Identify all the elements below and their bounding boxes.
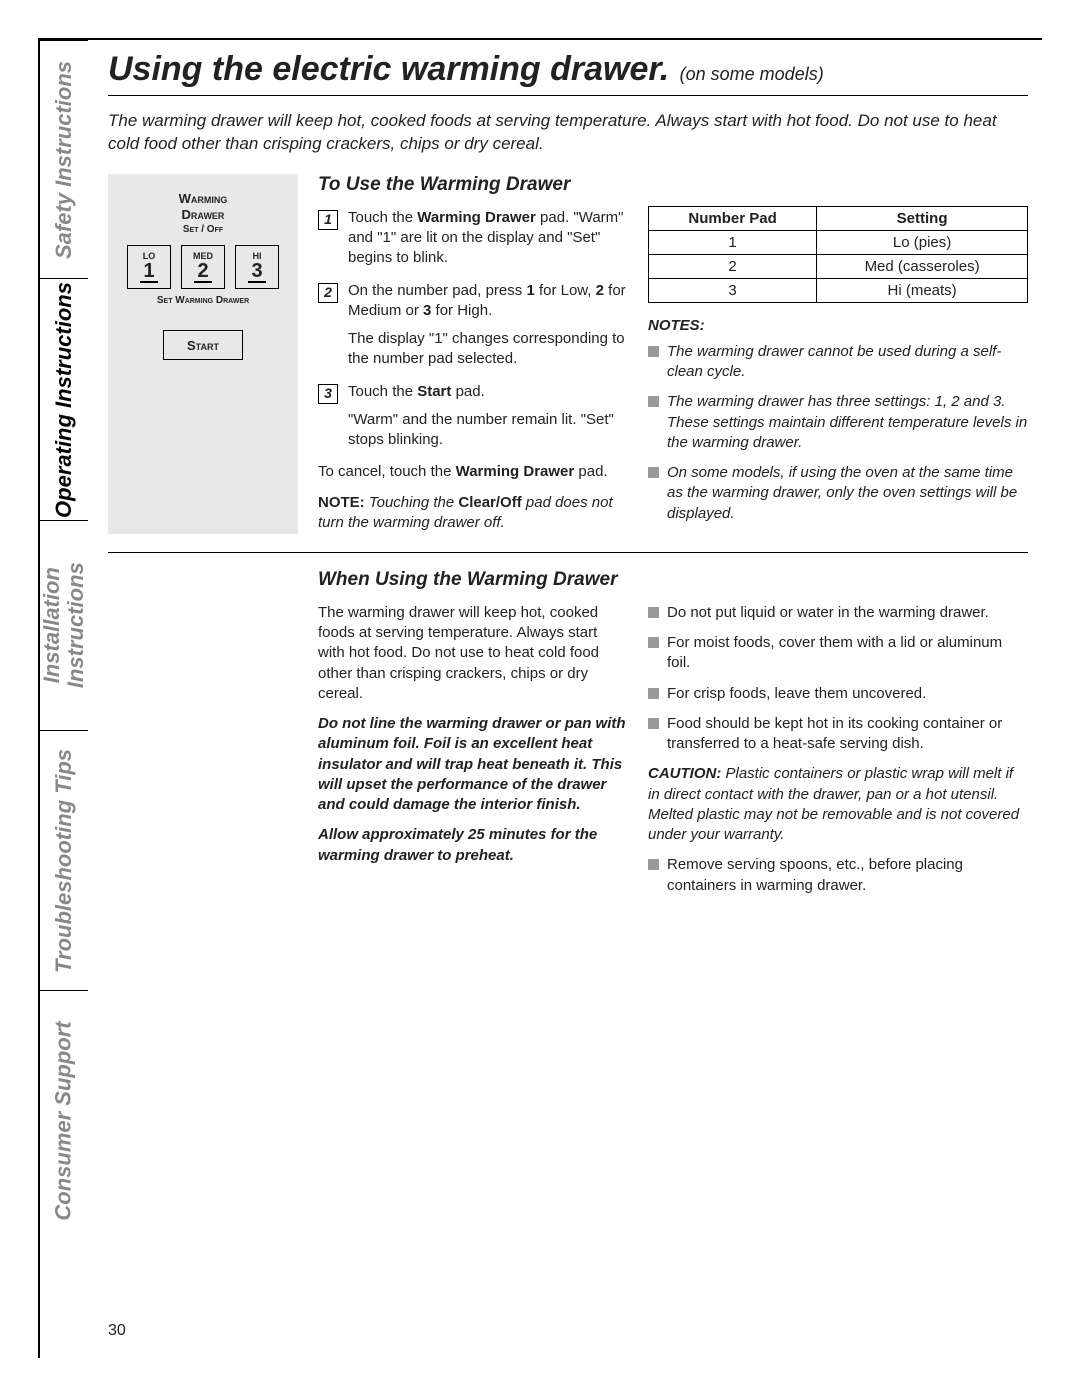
cp-start-button: Start bbox=[163, 330, 243, 360]
cp-number-button: HI3 bbox=[235, 245, 279, 289]
sidebar-tab-label: Safety Instructions bbox=[51, 60, 77, 258]
sidebar-tab[interactable]: Safety Instructions bbox=[40, 40, 88, 278]
cp-btn-number: 3 bbox=[248, 261, 265, 283]
bullet-text: Do not put liquid or water in the warmin… bbox=[667, 603, 989, 623]
sidebar-tab[interactable]: Troubleshooting Tips bbox=[40, 730, 88, 990]
bullet-square-icon bbox=[648, 859, 659, 870]
note-item: The warming drawer cannot be used during… bbox=[648, 342, 1028, 383]
bullet-item: Remove serving spoons, etc., before plac… bbox=[648, 855, 1028, 896]
bullet-square-icon bbox=[648, 607, 659, 618]
bullet-square-icon bbox=[648, 467, 659, 478]
sidebar-tab-label: Operating Instructions bbox=[51, 282, 77, 518]
note-item: On some models, if using the oven at the… bbox=[648, 463, 1028, 524]
lower-right-col: Do not put liquid or water in the warmin… bbox=[648, 569, 1028, 906]
bullet-item: For crisp foods, leave them uncovered. bbox=[648, 684, 1028, 704]
notes-list: The warming drawer cannot be used during… bbox=[648, 342, 1028, 524]
section-divider bbox=[108, 552, 1028, 553]
bullet-text: For crisp foods, leave them uncovered. bbox=[667, 684, 926, 704]
lower-left-col: When Using the Warming Drawer The warmin… bbox=[318, 569, 628, 906]
content-area: Using the electric warming drawer. (on s… bbox=[108, 50, 1028, 906]
sidebar-tab-label: InstallationInstructions bbox=[40, 563, 88, 689]
sidebar-tab-label: Consumer Support bbox=[51, 1021, 77, 1220]
lower-spacer bbox=[108, 569, 298, 906]
sidebar-tab[interactable]: Consumer Support bbox=[40, 990, 88, 1250]
note-text: The warming drawer cannot be used during… bbox=[667, 342, 1028, 383]
cancel-line: To cancel, touch the Warming Drawer pad. bbox=[318, 462, 628, 482]
upper-grid: Warming Drawer Set / Off LO1MED2HI3 Set … bbox=[108, 174, 1028, 534]
step: 3 Touch the Start pad."Warm" and the numb… bbox=[318, 382, 628, 451]
control-panel-illustration: Warming Drawer Set / Off LO1MED2HI3 Set … bbox=[108, 174, 298, 534]
bullet-item: For moist foods, cover them with a lid o… bbox=[648, 633, 1028, 674]
step: 1 Touch the Warming Drawer pad. "Warm" an… bbox=[318, 208, 628, 269]
sidebar-tab-label: Troubleshooting Tips bbox=[51, 748, 77, 972]
cp-btn-number: 2 bbox=[194, 261, 211, 283]
step: 2 On the number pad, press 1 for Low, 2 f… bbox=[318, 281, 628, 370]
page-frame: Safety Instructions Operating Instruction… bbox=[38, 38, 1042, 1358]
step-number: 3 bbox=[318, 384, 338, 404]
step-text: Touch the Start pad."Warm" and the numbe… bbox=[348, 382, 628, 451]
bullet-square-icon bbox=[648, 688, 659, 699]
bullet-square-icon bbox=[648, 396, 659, 407]
sidebar-tab[interactable]: Operating Instructions bbox=[40, 278, 88, 520]
cp-btn-number: 1 bbox=[140, 261, 157, 283]
bullet-square-icon bbox=[648, 346, 659, 357]
title-main: Using the electric warming drawer. bbox=[108, 50, 669, 88]
cell-numberpad: 1 bbox=[649, 230, 817, 254]
bullet-text: Remove serving spoons, etc., before plac… bbox=[667, 855, 1028, 896]
note-line: NOTE: Touching the Clear/Off pad does no… bbox=[318, 493, 628, 534]
settings-table: Number Pad Setting 1Lo (pies)2Med (casse… bbox=[648, 206, 1028, 303]
caution-text: CAUTION: Plastic containers or plastic w… bbox=[648, 764, 1028, 845]
bullet-item: Do not put liquid or water in the warmin… bbox=[648, 603, 1028, 623]
cell-numberpad: 3 bbox=[649, 278, 817, 302]
sidebar-tabs: Safety Instructions Operating Instruction… bbox=[40, 40, 88, 1360]
table-row: 3Hi (meats) bbox=[649, 278, 1028, 302]
cp-setoff: Set / Off bbox=[122, 224, 284, 235]
bullet-item: Food should be kept hot in its cooking c… bbox=[648, 714, 1028, 755]
title-row: Using the electric warming drawer. (on s… bbox=[108, 50, 1028, 96]
title-sub: (on some models) bbox=[680, 64, 824, 84]
note-item: The warming drawer has three settings: 1… bbox=[648, 392, 1028, 453]
steps-container: 1 Touch the Warming Drawer pad. "Warm" an… bbox=[318, 208, 628, 451]
paragraph: Allow approximately 25 minutes for the w… bbox=[318, 825, 628, 866]
section1-heading: To Use the Warming Drawer bbox=[318, 174, 628, 196]
note-text: The warming drawer has three settings: 1… bbox=[667, 392, 1028, 453]
cp-label-warming: Warming bbox=[122, 192, 284, 206]
col-notes: Number Pad Setting 1Lo (pies)2Med (casse… bbox=[648, 174, 1028, 534]
cell-setting: Hi (meats) bbox=[817, 278, 1028, 302]
table-row: 1Lo (pies) bbox=[649, 230, 1028, 254]
bullet-text: Food should be kept hot in its cooking c… bbox=[667, 714, 1028, 755]
step-text: On the number pad, press 1 for Low, 2 fo… bbox=[348, 281, 628, 370]
bullet-square-icon bbox=[648, 718, 659, 729]
page-number: 30 bbox=[108, 1322, 126, 1340]
bullet-square-icon bbox=[648, 637, 659, 648]
note-text: On some models, if using the oven at the… bbox=[667, 463, 1028, 524]
intro-text: The warming drawer will keep hot, cooked… bbox=[108, 110, 1028, 156]
cp-button-row: LO1MED2HI3 bbox=[122, 245, 284, 289]
section2-heading: When Using the Warming Drawer bbox=[318, 569, 628, 591]
step-text: Touch the Warming Drawer pad. "Warm" and… bbox=[348, 208, 628, 269]
cp-caption: Set Warming Drawer bbox=[122, 295, 284, 306]
cp-number-button: MED2 bbox=[181, 245, 225, 289]
cp-label-drawer: Drawer bbox=[122, 208, 284, 222]
bullet-text: For moist foods, cover them with a lid o… bbox=[667, 633, 1028, 674]
th-setting: Setting bbox=[817, 206, 1028, 230]
lower-grid: When Using the Warming Drawer The warmin… bbox=[108, 569, 1028, 906]
notes-heading: NOTES: bbox=[648, 317, 1028, 334]
col-instructions: To Use the Warming Drawer 1 Touch the War… bbox=[318, 174, 628, 534]
table-row: 2Med (casseroles) bbox=[649, 254, 1028, 278]
cell-setting: Lo (pies) bbox=[817, 230, 1028, 254]
cell-numberpad: 2 bbox=[649, 254, 817, 278]
cell-setting: Med (casseroles) bbox=[817, 254, 1028, 278]
cp-number-button: LO1 bbox=[127, 245, 171, 289]
step-number: 1 bbox=[318, 210, 338, 230]
sidebar-tab[interactable]: InstallationInstructions bbox=[40, 520, 88, 730]
paragraph: Do not line the warming drawer or pan wi… bbox=[318, 714, 628, 815]
step-number: 2 bbox=[318, 283, 338, 303]
paragraph: The warming drawer will keep hot, cooked… bbox=[318, 603, 628, 704]
th-numberpad: Number Pad bbox=[649, 206, 817, 230]
